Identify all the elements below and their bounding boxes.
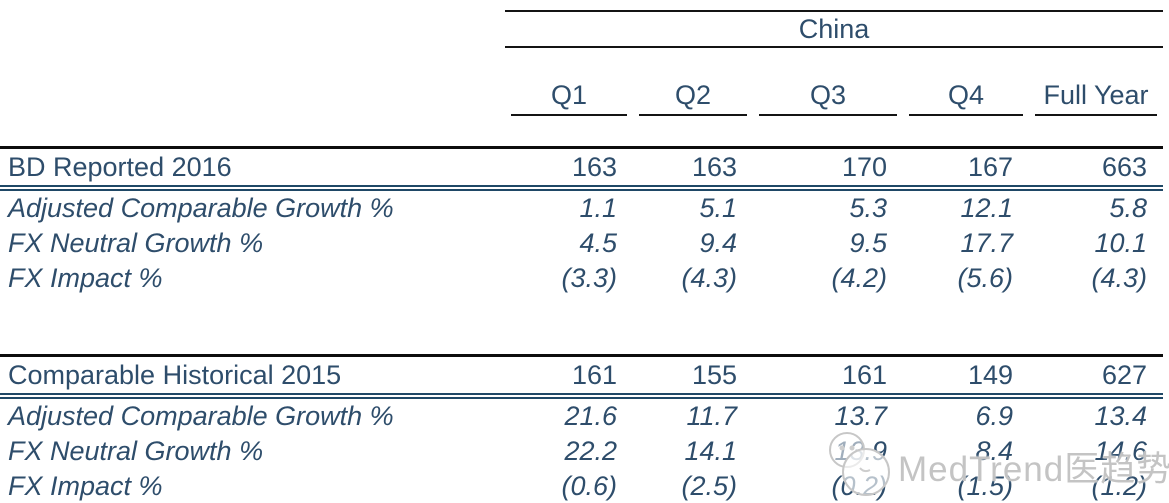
row-label: FX Impact %	[8, 263, 163, 293]
row-label: Adjusted Comparable Growth %	[8, 401, 394, 431]
section-gap	[0, 296, 1163, 356]
value-cell: 13.7	[834, 401, 887, 431]
value-cell: 149	[903, 354, 1029, 399]
column-header-full-year: Full Year	[1035, 80, 1157, 116]
value-cell: 161	[505, 354, 633, 399]
table-row-bd-reported-2016: BD Reported 2016 163 163 170 167 663	[0, 146, 1163, 191]
row-label: Adjusted Comparable Growth %	[8, 193, 394, 223]
column-header-q3: Q3	[759, 80, 897, 116]
value-cell: (1.2)	[1091, 471, 1147, 501]
column-header-q2: Q2	[639, 80, 747, 116]
row-label: FX Impact %	[8, 471, 163, 501]
value-cell: (2.5)	[681, 471, 737, 501]
value-cell: 6.9	[975, 401, 1013, 431]
row-label: FX Neutral Growth %	[8, 436, 264, 466]
table-row-fx-impact-2015: FX Impact % (0.6) (2.5) (0.2) (1.5) (1.2…	[0, 469, 1163, 503]
region-header-row: China	[0, 10, 1163, 48]
value-cell: 9.5	[849, 228, 887, 258]
value-cell: (0.2)	[831, 471, 887, 501]
value-cell: (3.3)	[561, 263, 617, 293]
column-header-row: Q1 Q2 Q3 Q4 Full Year	[0, 80, 1163, 116]
column-header-q1: Q1	[511, 80, 627, 116]
value-cell: 13.9	[834, 436, 887, 466]
china-results-table: China Q1 Q2 Q3 Q4 Full Year BD Reported …	[0, 10, 1163, 503]
value-cell: (5.6)	[957, 263, 1013, 293]
table-row-adjusted-comparable-growth-2016: Adjusted Comparable Growth % 1.1 5.1 5.3…	[0, 188, 1163, 226]
value-cell: (1.5)	[957, 471, 1013, 501]
value-cell: 5.1	[699, 193, 737, 223]
value-cell: 4.5	[579, 228, 617, 258]
value-cell: 13.4	[1094, 401, 1147, 431]
value-cell: 155	[633, 354, 753, 399]
value-cell: 17.7	[960, 228, 1013, 258]
spacer	[0, 47, 1163, 80]
value-cell: 627	[1029, 354, 1163, 399]
row-label: BD Reported 2016	[0, 146, 505, 191]
value-cell: 5.3	[849, 193, 887, 223]
value-cell: 663	[1029, 146, 1163, 191]
region-header: China	[505, 10, 1163, 48]
value-cell: 1.1	[579, 193, 617, 223]
table-row-fx-impact-2016: FX Impact % (3.3) (4.3) (4.2) (5.6) (4.3…	[0, 261, 1163, 296]
value-cell: (0.6)	[561, 471, 617, 501]
value-cell: 14.6	[1094, 436, 1147, 466]
table-row-fx-neutral-growth-2016: FX Neutral Growth % 4.5 9.4 9.5 17.7 10.…	[0, 226, 1163, 261]
value-cell: (4.3)	[1091, 263, 1147, 293]
value-cell: 163	[633, 146, 753, 191]
spacer	[0, 116, 1163, 148]
value-cell: 11.7	[686, 401, 737, 431]
value-cell: 8.4	[975, 436, 1013, 466]
column-header-q4: Q4	[909, 80, 1023, 116]
value-cell: (4.2)	[831, 263, 887, 293]
value-cell: 167	[903, 146, 1029, 191]
value-cell: (4.3)	[681, 263, 737, 293]
value-cell: 14.1	[684, 436, 737, 466]
value-cell: 12.1	[960, 193, 1013, 223]
table-row-comparable-historical-2015: Comparable Historical 2015 161 155 161 1…	[0, 354, 1163, 399]
value-cell: 9.4	[699, 228, 737, 258]
value-cell: 170	[753, 146, 903, 191]
row-label: FX Neutral Growth %	[8, 228, 264, 258]
value-cell: 161	[753, 354, 903, 399]
value-cell: 22.2	[564, 436, 617, 466]
value-cell: 21.6	[564, 401, 617, 431]
value-cell: 5.8	[1109, 193, 1147, 223]
table-row-adjusted-comparable-growth-2015: Adjusted Comparable Growth % 21.6 11.7 1…	[0, 396, 1163, 434]
value-cell: 10.1	[1094, 228, 1147, 258]
value-cell: 163	[505, 146, 633, 191]
table-row-fx-neutral-growth-2015: FX Neutral Growth % 22.2 14.1 13.9 8.4 1…	[0, 434, 1163, 469]
row-label: Comparable Historical 2015	[0, 354, 505, 399]
report-table-page: China Q1 Q2 Q3 Q4 Full Year BD Reported …	[0, 10, 1169, 503]
